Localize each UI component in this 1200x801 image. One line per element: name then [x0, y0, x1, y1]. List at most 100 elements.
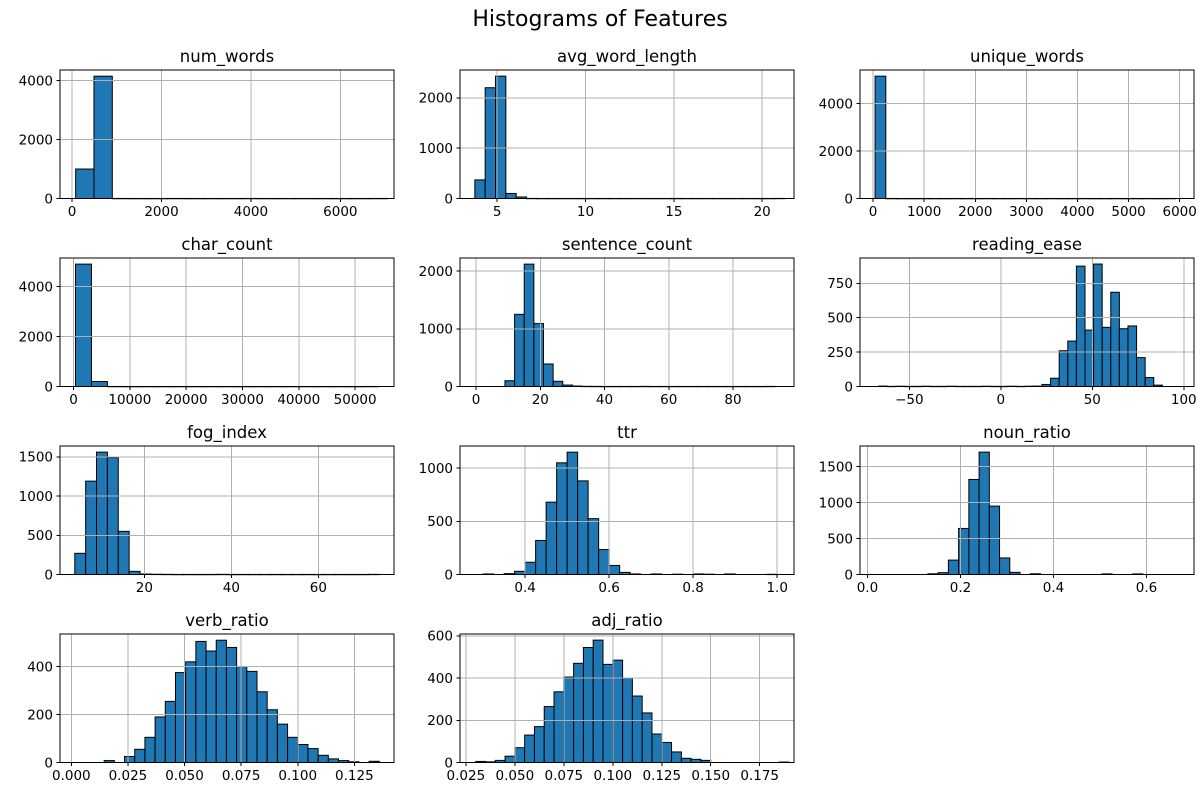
x-tick-label: 50000 — [334, 392, 377, 408]
x-tick-label: 0 — [472, 392, 481, 408]
y-tick-label: 0 — [44, 567, 53, 583]
histogram-bar — [328, 759, 338, 763]
y-tick-label: 0 — [444, 191, 453, 207]
gridlines — [60, 258, 394, 387]
x-tick-label: 100 — [1171, 392, 1197, 408]
y-tick-label: 1500 — [819, 459, 853, 475]
axes-spines — [860, 446, 1194, 575]
x-tick-label: 5 — [493, 204, 502, 220]
axes-spines — [460, 70, 794, 199]
x-tick-label: 80 — [724, 392, 741, 408]
x-tick-label: 5000 — [1111, 204, 1145, 220]
histogram-bar — [578, 481, 589, 575]
subplot-title: reading_ease — [972, 235, 1082, 255]
y-tick-label: 600 — [427, 629, 453, 645]
histogram-bar — [145, 737, 155, 762]
subplot-title: ttr — [617, 423, 637, 442]
histogram-bar — [875, 76, 886, 198]
histogram-bar — [505, 756, 515, 762]
y-tick-label: 0 — [44, 755, 53, 771]
histogram-bar — [257, 692, 267, 763]
y-tick-label: 0 — [844, 567, 853, 583]
x-tick-label: 0.6 — [598, 580, 619, 596]
histogram-bar — [118, 531, 129, 574]
subplot-title: verb_ratio — [185, 611, 268, 631]
x-tick-label: 0.050 — [165, 768, 204, 784]
x-tick-label: 0.150 — [691, 768, 730, 784]
histogram-bar — [989, 506, 999, 574]
y-tick-label: 4000 — [819, 96, 853, 112]
y-tick-label: 0 — [844, 379, 853, 395]
x-tick-label: 0 — [869, 204, 878, 220]
x-tick-label: 0.025 — [109, 768, 148, 784]
x-tick-label: −50 — [895, 392, 924, 408]
histogram-bar — [76, 169, 94, 198]
histogram-bar — [288, 737, 298, 762]
x-tick-label: 60 — [660, 392, 677, 408]
histogram-bar — [969, 479, 979, 574]
subplot-title: char_count — [181, 235, 273, 255]
histogram-bar — [206, 651, 216, 762]
tick-marks — [457, 468, 778, 578]
y-tick-label: 500 — [827, 531, 853, 547]
x-tick-label: 0.000 — [52, 768, 91, 784]
x-tick-label: 30000 — [221, 392, 264, 408]
x-tick-label: 0.6 — [1136, 580, 1157, 596]
histogram-bar — [86, 481, 97, 574]
histogram-bar — [1137, 358, 1146, 387]
x-tick-label: 0.0 — [857, 580, 878, 596]
x-tick-label: 0.050 — [496, 768, 535, 784]
bars — [475, 76, 785, 199]
y-tick-label: 0 — [444, 379, 453, 395]
x-tick-label: 6000 — [323, 204, 357, 220]
y-tick-label: 1500 — [19, 450, 53, 466]
histogram-bar — [75, 264, 91, 386]
x-tick-label: 0.100 — [278, 768, 317, 784]
histogram-bar — [94, 76, 112, 198]
histogram-bar — [318, 755, 328, 762]
histogram-bar — [226, 647, 236, 762]
subplot-title: noun_ratio — [983, 423, 1071, 443]
histogram-bar — [525, 562, 536, 574]
histogram-bar — [267, 710, 277, 763]
x-tick-label: 50 — [1084, 392, 1101, 408]
histogram-bar — [1051, 378, 1060, 386]
histogram-bar — [1000, 558, 1010, 575]
histogram-bar — [155, 717, 165, 763]
histogram-bar — [125, 757, 135, 763]
y-tick-label: 250 — [827, 345, 853, 361]
histogram-bar — [1119, 329, 1128, 387]
histogram-bar — [583, 648, 593, 763]
y-tick-label: 1000 — [19, 489, 53, 505]
x-tick-label: 2000 — [144, 204, 178, 220]
bars — [75, 452, 379, 575]
histogram-bar — [298, 745, 308, 763]
y-tick-label: 2000 — [419, 264, 453, 280]
x-tick-label: 6000 — [1163, 204, 1197, 220]
x-tick-label: 4000 — [234, 204, 268, 220]
histogram-bar — [247, 671, 257, 762]
x-tick-label: 0.4 — [1043, 580, 1064, 596]
x-tick-label: 0 — [69, 392, 78, 408]
x-tick-label: 0.100 — [593, 768, 632, 784]
histogram-bar — [91, 382, 107, 387]
histogram-bar — [1094, 264, 1103, 386]
y-tick-label: 500 — [27, 528, 53, 544]
histogram-bar — [515, 314, 525, 386]
y-tick-label: 0 — [44, 379, 53, 395]
bars — [75, 264, 378, 387]
y-tick-label: 0 — [844, 191, 853, 207]
histogram-bar — [1068, 341, 1077, 386]
y-tick-label: 2000 — [19, 329, 53, 345]
histogram-bar — [652, 734, 662, 762]
